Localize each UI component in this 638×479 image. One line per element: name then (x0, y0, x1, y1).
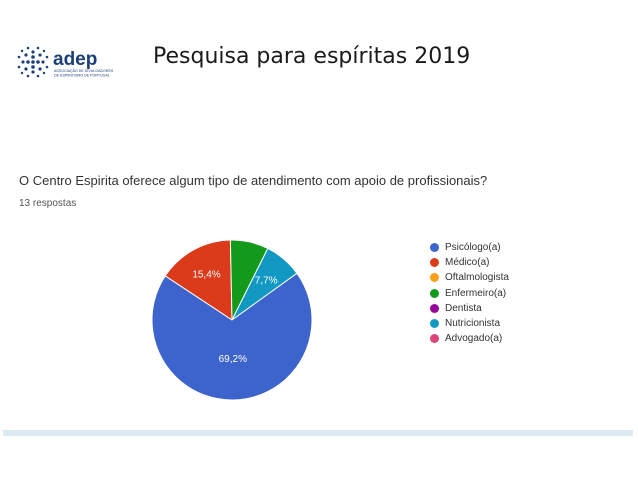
slide-title: Pesquisa para espíritas 2019 (153, 44, 471, 69)
legend-label: Enfermeiro(a) (445, 287, 507, 299)
logo-wordmark: adep (53, 49, 97, 70)
legend-item-psic-logo-a: Psicólogo(a) (430, 240, 509, 255)
data-label-nutricionista: 7,7% (255, 275, 278, 286)
logo-subtext-line-2: DE ESPIRITISMO DE PORTUGAL (54, 74, 110, 78)
legend-item-m-dico-a: Médico(a) (430, 255, 509, 270)
legend-item-enfermeiro-a: Enfermeiro(a) (430, 286, 509, 301)
logo-subtext-line-1: ASSOCIAÇÃO DE DIVULGADORES (54, 68, 114, 73)
legend-label: Dentista (445, 302, 482, 314)
legend-item-dentista: Dentista (430, 301, 509, 316)
adep-logo: adep ASSOCIAÇÃO DE DIVULGADORES DE ESPIR… (17, 46, 114, 78)
chart-title: O Centro Espirita oferece algum tipo de … (19, 173, 488, 188)
legend-item-nutricionista: Nutricionista (430, 316, 509, 331)
pie-chart: 15,4% 7,7% 69,2% (151, 239, 313, 401)
legend-label: Psicólogo(a) (445, 242, 501, 254)
legend-label: Médico(a) (445, 257, 490, 269)
bottom-divider-bar (3, 430, 633, 436)
pie-slice-psic-logo-a (151, 272, 313, 401)
data-label-psic-logo-a: 69,2% (219, 354, 247, 365)
legend-swatch-icon (430, 243, 439, 253)
legend-item-advogado-a: Advogado(a) (430, 331, 509, 346)
response-count: 13 respostas (19, 198, 77, 209)
legend-swatch-icon (430, 319, 439, 329)
chart-legend: Psicólogo(a) Médico(a) Oftalmologista Enfer… (430, 240, 509, 346)
logo-dots-icon (17, 46, 49, 78)
legend-swatch-icon (430, 273, 439, 283)
legend-item-oftalmologista: Oftalmologista (430, 270, 509, 285)
legend-label: Nutricionista (445, 318, 501, 330)
legend-swatch-icon (430, 334, 439, 344)
legend-swatch-icon (430, 303, 439, 313)
data-label-m-dico-a: 15,4% (192, 269, 220, 280)
legend-label: Oftalmologista (445, 272, 509, 284)
pie-slice-m-dico-a (164, 239, 233, 321)
legend-label: Advogado(a) (445, 333, 503, 345)
legend-swatch-icon (430, 288, 439, 298)
legend-swatch-icon (430, 258, 439, 268)
